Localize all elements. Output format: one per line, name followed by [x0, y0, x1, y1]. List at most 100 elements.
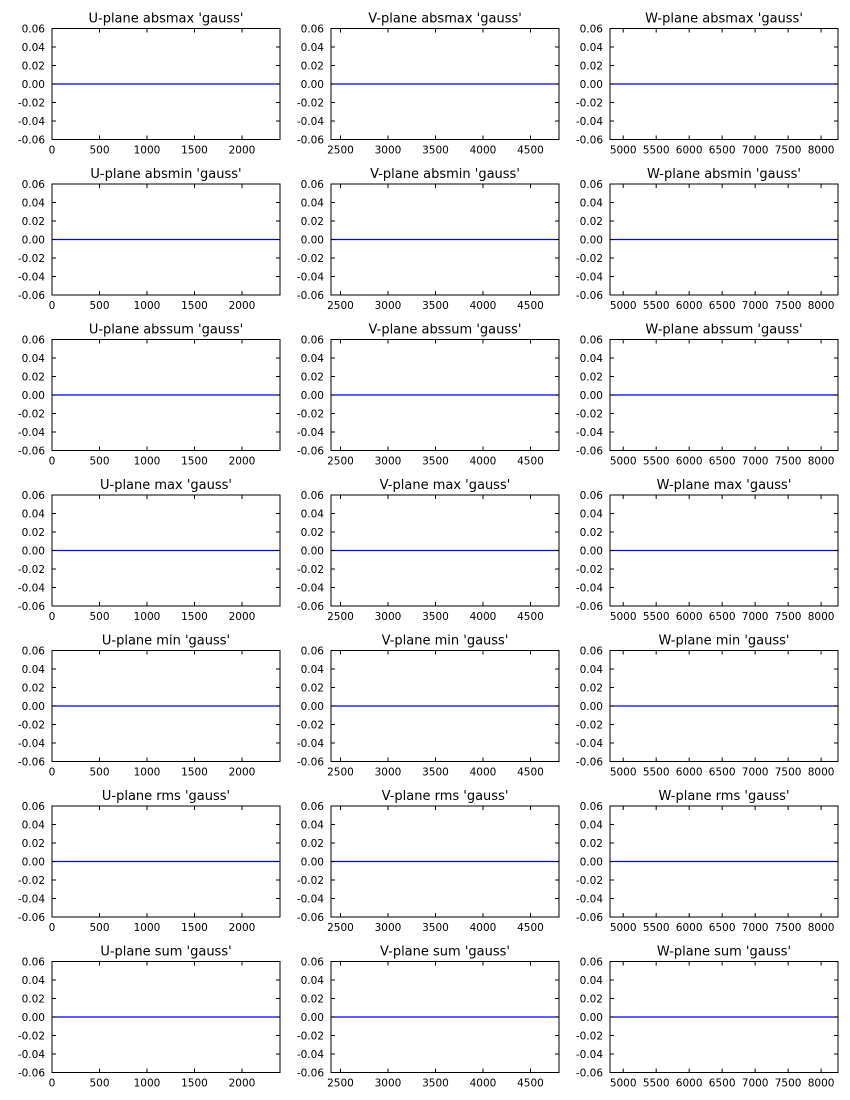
subplot: W-plane max 'gauss' 0.06 0.04 0.02 0.00 -0.02… [576, 478, 839, 623]
y-tick-label: -0.06 [18, 601, 45, 613]
y-tick-label: 0.02 [301, 993, 324, 1005]
x-tick-label: 3500 [422, 611, 449, 623]
y-tick-label: 0.06 [301, 645, 325, 657]
subplot-title: W-plane absmin 'gauss' [647, 167, 801, 182]
y-tick-label: 0.04 [22, 353, 46, 365]
subplot: U-plane min 'gauss' 0.06 0.04 0.02 0.00 -0.02… [18, 634, 281, 779]
y-tick-label: 0.00 [580, 390, 603, 402]
y-tick-label: -0.02 [297, 253, 324, 265]
y-tick-label: 0.04 [301, 353, 325, 365]
x-tick-label: 5000 [610, 1078, 637, 1090]
x-tick-label: 7000 [742, 611, 769, 623]
x-tick-label: 7500 [775, 611, 802, 623]
y-tick-label: 0.02 [301, 60, 324, 72]
subplot-title: U-plane abssum 'gauss' [89, 323, 243, 338]
y-tick-label: 0.04 [301, 975, 325, 987]
x-tick-label: 500 [89, 767, 109, 779]
x-tick-label: 3000 [375, 1078, 402, 1090]
subplot: W-plane absmax 'gauss' 0.06 0.04 0.02 0.00 -0… [576, 12, 839, 157]
x-tick-label: 1000 [134, 1078, 161, 1090]
y-tick-label: 0.02 [301, 682, 324, 694]
y-tick-label: -0.06 [576, 445, 603, 457]
x-tick-label: 2000 [229, 300, 256, 312]
x-tick-label: 8000 [808, 300, 835, 312]
x-tick-label: 3500 [422, 767, 449, 779]
x-tick-label: 1000 [134, 145, 161, 157]
y-tick-label: 0.02 [301, 216, 324, 228]
subplot-title: W-plane abssum 'gauss' [645, 323, 802, 338]
y-tick-label: 0.02 [22, 682, 45, 694]
y-tick-label: 0.06 [22, 179, 46, 191]
x-tick-label: 4500 [517, 300, 544, 312]
y-tick-label: 0.04 [301, 819, 325, 831]
subplot-title: U-plane absmax 'gauss' [88, 12, 243, 27]
subplot-title: W-plane rms 'gauss' [658, 789, 789, 804]
y-tick-label: 0.06 [580, 23, 604, 35]
x-tick-label: 1000 [134, 300, 161, 312]
subplot-title: W-plane min 'gauss' [658, 634, 789, 649]
y-tick-label: -0.04 [18, 582, 45, 594]
y-tick-label: -0.02 [18, 875, 45, 887]
y-tick-label: 0.00 [580, 1012, 603, 1024]
y-tick-label: -0.06 [297, 290, 324, 302]
y-tick-label: 0.04 [22, 975, 46, 987]
x-tick-label: 7000 [742, 300, 769, 312]
x-tick-label: 8000 [808, 145, 835, 157]
y-tick-label: -0.02 [297, 408, 324, 420]
y-tick-label: 0.02 [580, 682, 603, 694]
x-tick-label: 500 [89, 922, 109, 934]
y-tick-label: 0.06 [301, 956, 325, 968]
x-tick-label: 6000 [676, 1078, 703, 1090]
y-tick-label: -0.02 [18, 408, 45, 420]
y-tick-label: 0.04 [301, 508, 325, 520]
y-tick-label: -0.02 [297, 875, 324, 887]
y-tick-label: 0.02 [301, 527, 324, 539]
y-tick-label: -0.04 [576, 582, 603, 594]
subplot: V-plane rms 'gauss' 0.06 0.04 0.02 0.00 -0.02… [297, 789, 560, 934]
x-tick-label: 0 [49, 611, 56, 623]
y-tick-label: 0.06 [22, 23, 46, 35]
x-tick-label: 6000 [676, 456, 703, 468]
x-tick-label: 0 [49, 1078, 56, 1090]
y-tick-label: 0.00 [580, 545, 603, 557]
x-tick-label: 5500 [643, 300, 670, 312]
y-tick-label: -0.04 [576, 427, 603, 439]
y-tick-label: 0.06 [301, 490, 325, 502]
x-tick-label: 8000 [808, 456, 835, 468]
x-tick-label: 5000 [610, 922, 637, 934]
x-tick-label: 7000 [742, 456, 769, 468]
y-tick-label: 0.06 [580, 490, 604, 502]
subplot: V-plane max 'gauss' 0.06 0.04 0.02 0.00 -0.02… [297, 478, 560, 623]
y-tick-label: -0.04 [576, 738, 603, 750]
subplot: W-plane sum 'gauss' 0.06 0.04 0.02 0.00 -0.02… [576, 945, 839, 1090]
y-tick-label: -0.02 [18, 564, 45, 576]
y-tick-label: -0.04 [576, 1049, 603, 1061]
x-tick-label: 3500 [422, 456, 449, 468]
y-tick-label: 0.06 [580, 956, 604, 968]
x-tick-label: 2000 [229, 1078, 256, 1090]
x-tick-label: 4000 [470, 1078, 497, 1090]
x-tick-label: 4500 [517, 611, 544, 623]
y-tick-label: -0.02 [18, 253, 45, 265]
y-tick-label: 0.00 [22, 545, 45, 557]
y-tick-label: -0.06 [297, 1067, 324, 1079]
x-tick-label: 7500 [775, 456, 802, 468]
x-tick-label: 5000 [610, 300, 637, 312]
x-tick-label: 1500 [181, 300, 208, 312]
y-tick-label: 0.00 [22, 1012, 45, 1024]
x-tick-label: 1000 [134, 611, 161, 623]
y-tick-label: 0.06 [580, 334, 604, 346]
y-tick-label: -0.04 [576, 893, 603, 905]
y-tick-label: -0.06 [576, 912, 603, 924]
x-tick-label: 500 [89, 456, 109, 468]
subplot-title: V-plane max 'gauss' [380, 478, 511, 493]
y-tick-label: 0.02 [301, 371, 324, 383]
x-tick-label: 1000 [134, 767, 161, 779]
x-tick-label: 2500 [327, 922, 354, 934]
x-tick-label: 1500 [181, 145, 208, 157]
subplot: W-plane absmin 'gauss' 0.06 0.04 0.02 0.00 -0… [576, 167, 839, 312]
y-tick-label: -0.04 [18, 1049, 45, 1061]
subplot-title: U-plane max 'gauss' [100, 478, 232, 493]
y-tick-label: 0.02 [580, 993, 603, 1005]
